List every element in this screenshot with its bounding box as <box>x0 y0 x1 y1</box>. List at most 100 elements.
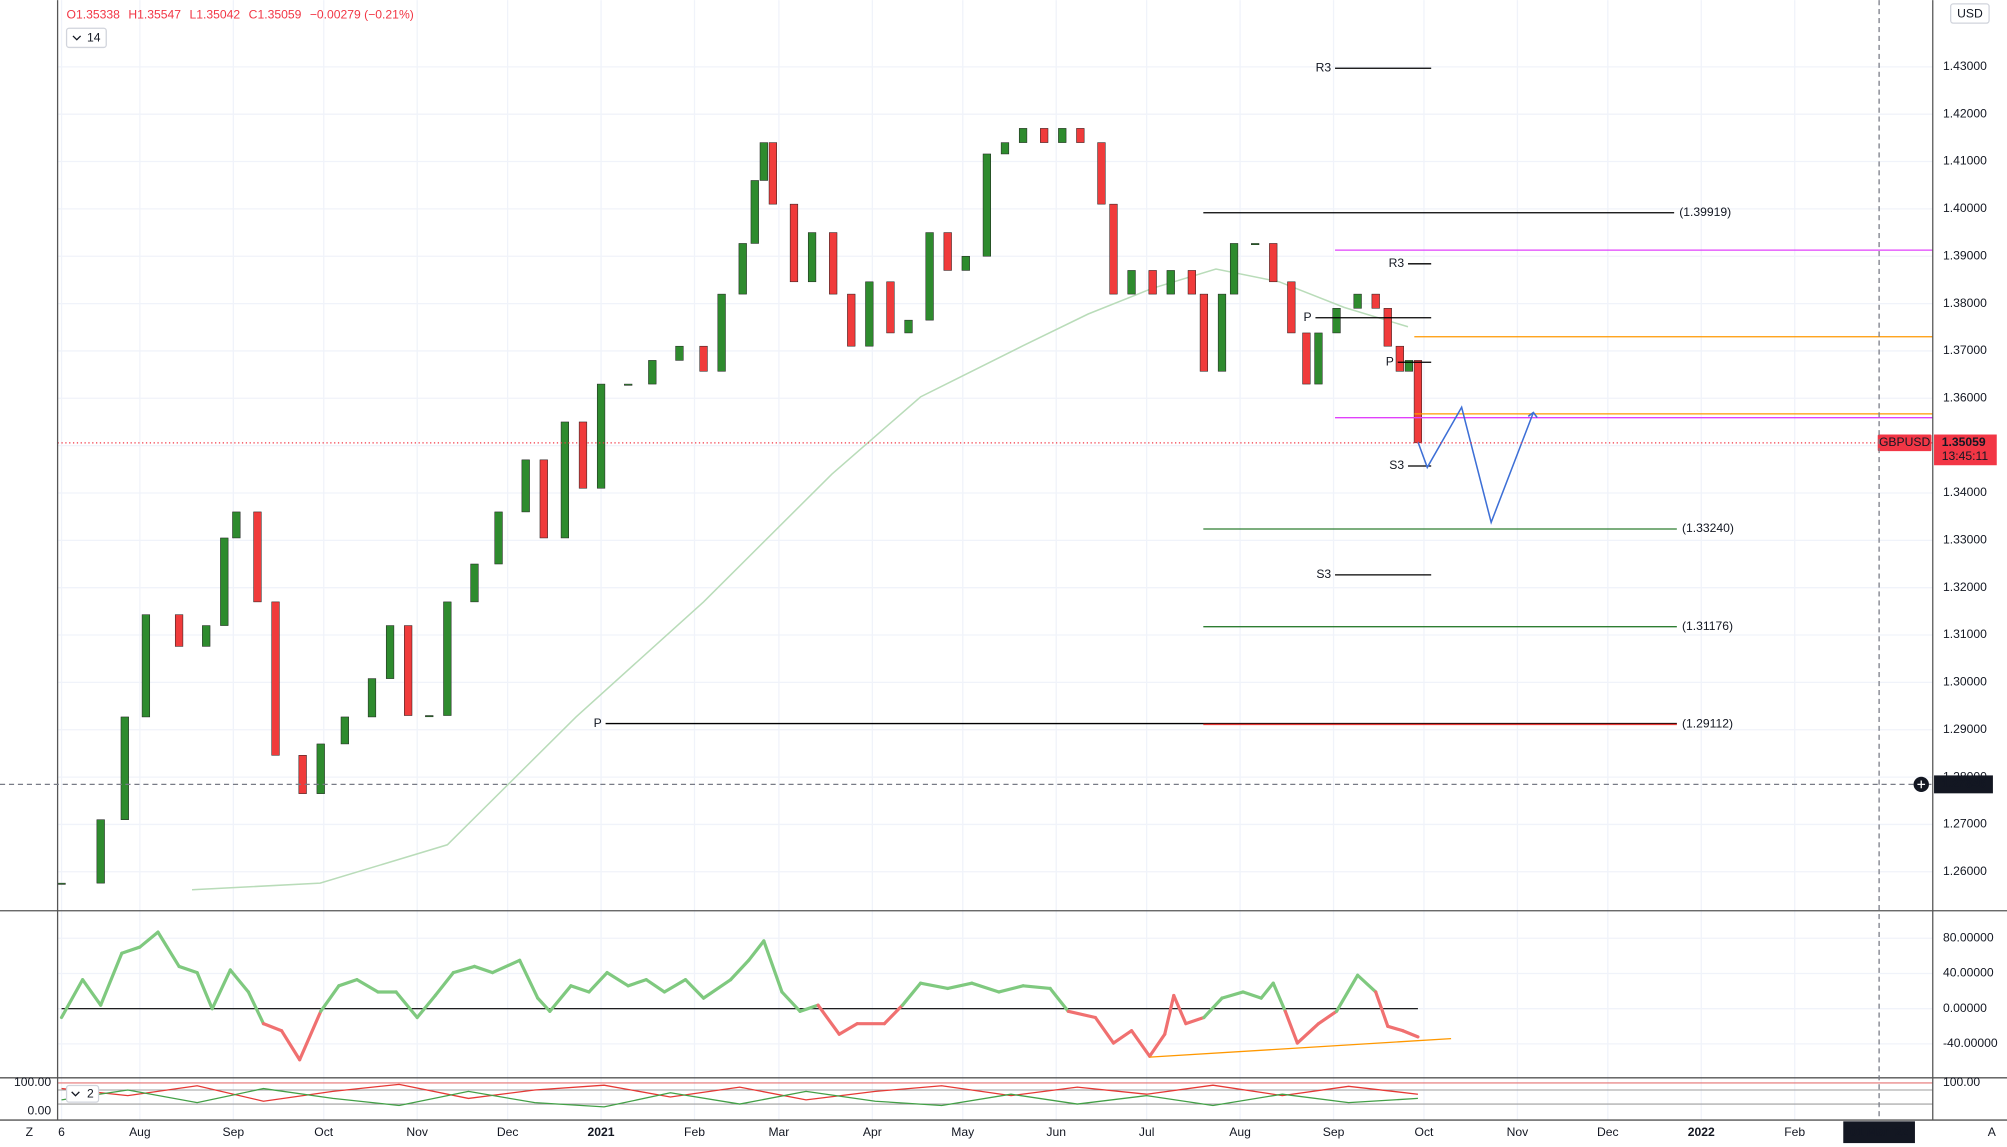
crosshair-price-label: 1.27846 <box>1942 777 1986 791</box>
candle <box>1109 203 1118 295</box>
oscillator-segment <box>319 984 341 1013</box>
candle <box>1217 293 1227 372</box>
oscillator-segment <box>970 981 1001 994</box>
oscillator-segment <box>490 958 522 975</box>
price-tag: 1.35059 <box>1942 435 1986 449</box>
oscillator-segment <box>120 945 142 955</box>
toggle-box[interactable] <box>65 27 107 49</box>
oscillator-segment <box>1356 973 1378 994</box>
candle <box>1287 281 1296 334</box>
y-tick-label: 1.30000 <box>1943 675 1987 689</box>
oscillator-segment <box>780 990 802 1013</box>
oscillator-segment <box>644 978 666 994</box>
x-tick-label: 6 <box>58 1125 65 1139</box>
candle <box>404 625 413 716</box>
candle <box>141 614 151 718</box>
candle <box>624 383 633 386</box>
oscillator-segment <box>279 1029 302 1062</box>
chevron <box>71 1091 80 1097</box>
y-tick-label: 1.36000 <box>1943 390 1987 404</box>
candle <box>1127 270 1136 295</box>
oscillator-segment <box>1066 1009 1098 1020</box>
x-tick-label: Aug <box>1229 1125 1251 1139</box>
toggle-box[interactable] <box>65 1084 100 1103</box>
indicator-toggle[interactable]: 14 <box>65 27 107 49</box>
oscillator-segment <box>1111 1029 1134 1045</box>
y-tick-label: 1.31000 <box>1943 627 1987 641</box>
x-tick-label: Oct <box>314 1125 334 1139</box>
candle <box>759 142 768 181</box>
oscillator-segment <box>156 930 181 969</box>
oscillator-segment <box>337 978 359 988</box>
oscillator-segment <box>1271 981 1287 1013</box>
candle <box>1383 308 1392 347</box>
candle <box>578 421 588 489</box>
x-tick-label: Jun <box>1046 1125 1066 1139</box>
candle <box>340 716 349 745</box>
oscillator-segment <box>662 978 688 994</box>
x-tick-label: Dec <box>1597 1125 1619 1139</box>
low: L1.35042 <box>190 8 241 22</box>
candle <box>425 715 434 718</box>
oscillator-segment <box>1295 1022 1321 1045</box>
y-tick-label: 1.38000 <box>1943 296 1987 310</box>
candle <box>750 180 759 244</box>
candle <box>539 459 548 539</box>
oscillator-segment <box>946 981 974 991</box>
candle <box>1199 293 1209 372</box>
oscillator-segment <box>918 981 950 991</box>
currency-box[interactable] <box>1950 3 1990 24</box>
candle <box>57 882 66 885</box>
oscillator-toggle[interactable]: 2 <box>65 1084 100 1103</box>
oscillator-segment <box>1129 1029 1152 1058</box>
candle <box>1395 345 1404 372</box>
y-tick-label: 1.27000 <box>1943 817 1987 831</box>
candle <box>807 232 817 283</box>
oscillator-segment <box>626 978 648 988</box>
level-label: R3 <box>1316 60 1332 74</box>
oscillator-segment <box>1386 1024 1405 1033</box>
level-label: S3 <box>1389 458 1404 472</box>
level-label: (1.29112) <box>1682 717 1733 731</box>
oscillator-segment <box>99 951 124 1007</box>
candle <box>789 203 799 283</box>
candle <box>1000 142 1010 155</box>
candle <box>174 614 184 647</box>
toggle-label: 2 <box>87 1087 94 1101</box>
candle <box>925 232 934 321</box>
candle <box>253 511 262 603</box>
oscillator-segment <box>900 981 923 1007</box>
y-tick-label: 1.42000 <box>1943 106 1987 120</box>
level-label: P <box>1386 355 1394 369</box>
oscillator-segment <box>355 978 380 994</box>
currency-menu[interactable]: USD <box>1950 3 1990 24</box>
x-tick-label: Sep <box>223 1125 245 1139</box>
x-tick-label: Nov <box>406 1125 429 1139</box>
oscillator-segment <box>1048 986 1070 1013</box>
moving-average <box>191 268 1409 891</box>
candle <box>865 281 874 347</box>
candle <box>316 743 325 794</box>
grid <box>57 0 1933 1121</box>
oscillator-segment <box>472 964 495 975</box>
y-tick-label: 1.33000 <box>1943 533 1987 547</box>
x-tick-label: Feb <box>1784 1125 1805 1139</box>
candle <box>271 601 280 756</box>
timezone-button[interactable]: Z <box>26 1125 34 1139</box>
level-label: R3 <box>1389 256 1405 270</box>
candle <box>1097 142 1106 205</box>
candle <box>1076 128 1085 143</box>
candle <box>385 625 395 679</box>
auto-scale-button[interactable]: A <box>1988 1125 1997 1139</box>
candle <box>1148 270 1157 295</box>
y-tick-label: 1.29000 <box>1943 722 1987 736</box>
oscillator-segment <box>81 978 103 1007</box>
oscillator-segment <box>246 990 266 1026</box>
x-tick-label: May <box>951 1125 975 1139</box>
candle <box>943 232 952 271</box>
oscillator-segment <box>536 996 552 1013</box>
candle <box>768 142 777 205</box>
candle <box>96 819 105 884</box>
x-tick-label: Nov <box>1507 1125 1530 1139</box>
level-label: (1.33240) <box>1682 521 1734 535</box>
